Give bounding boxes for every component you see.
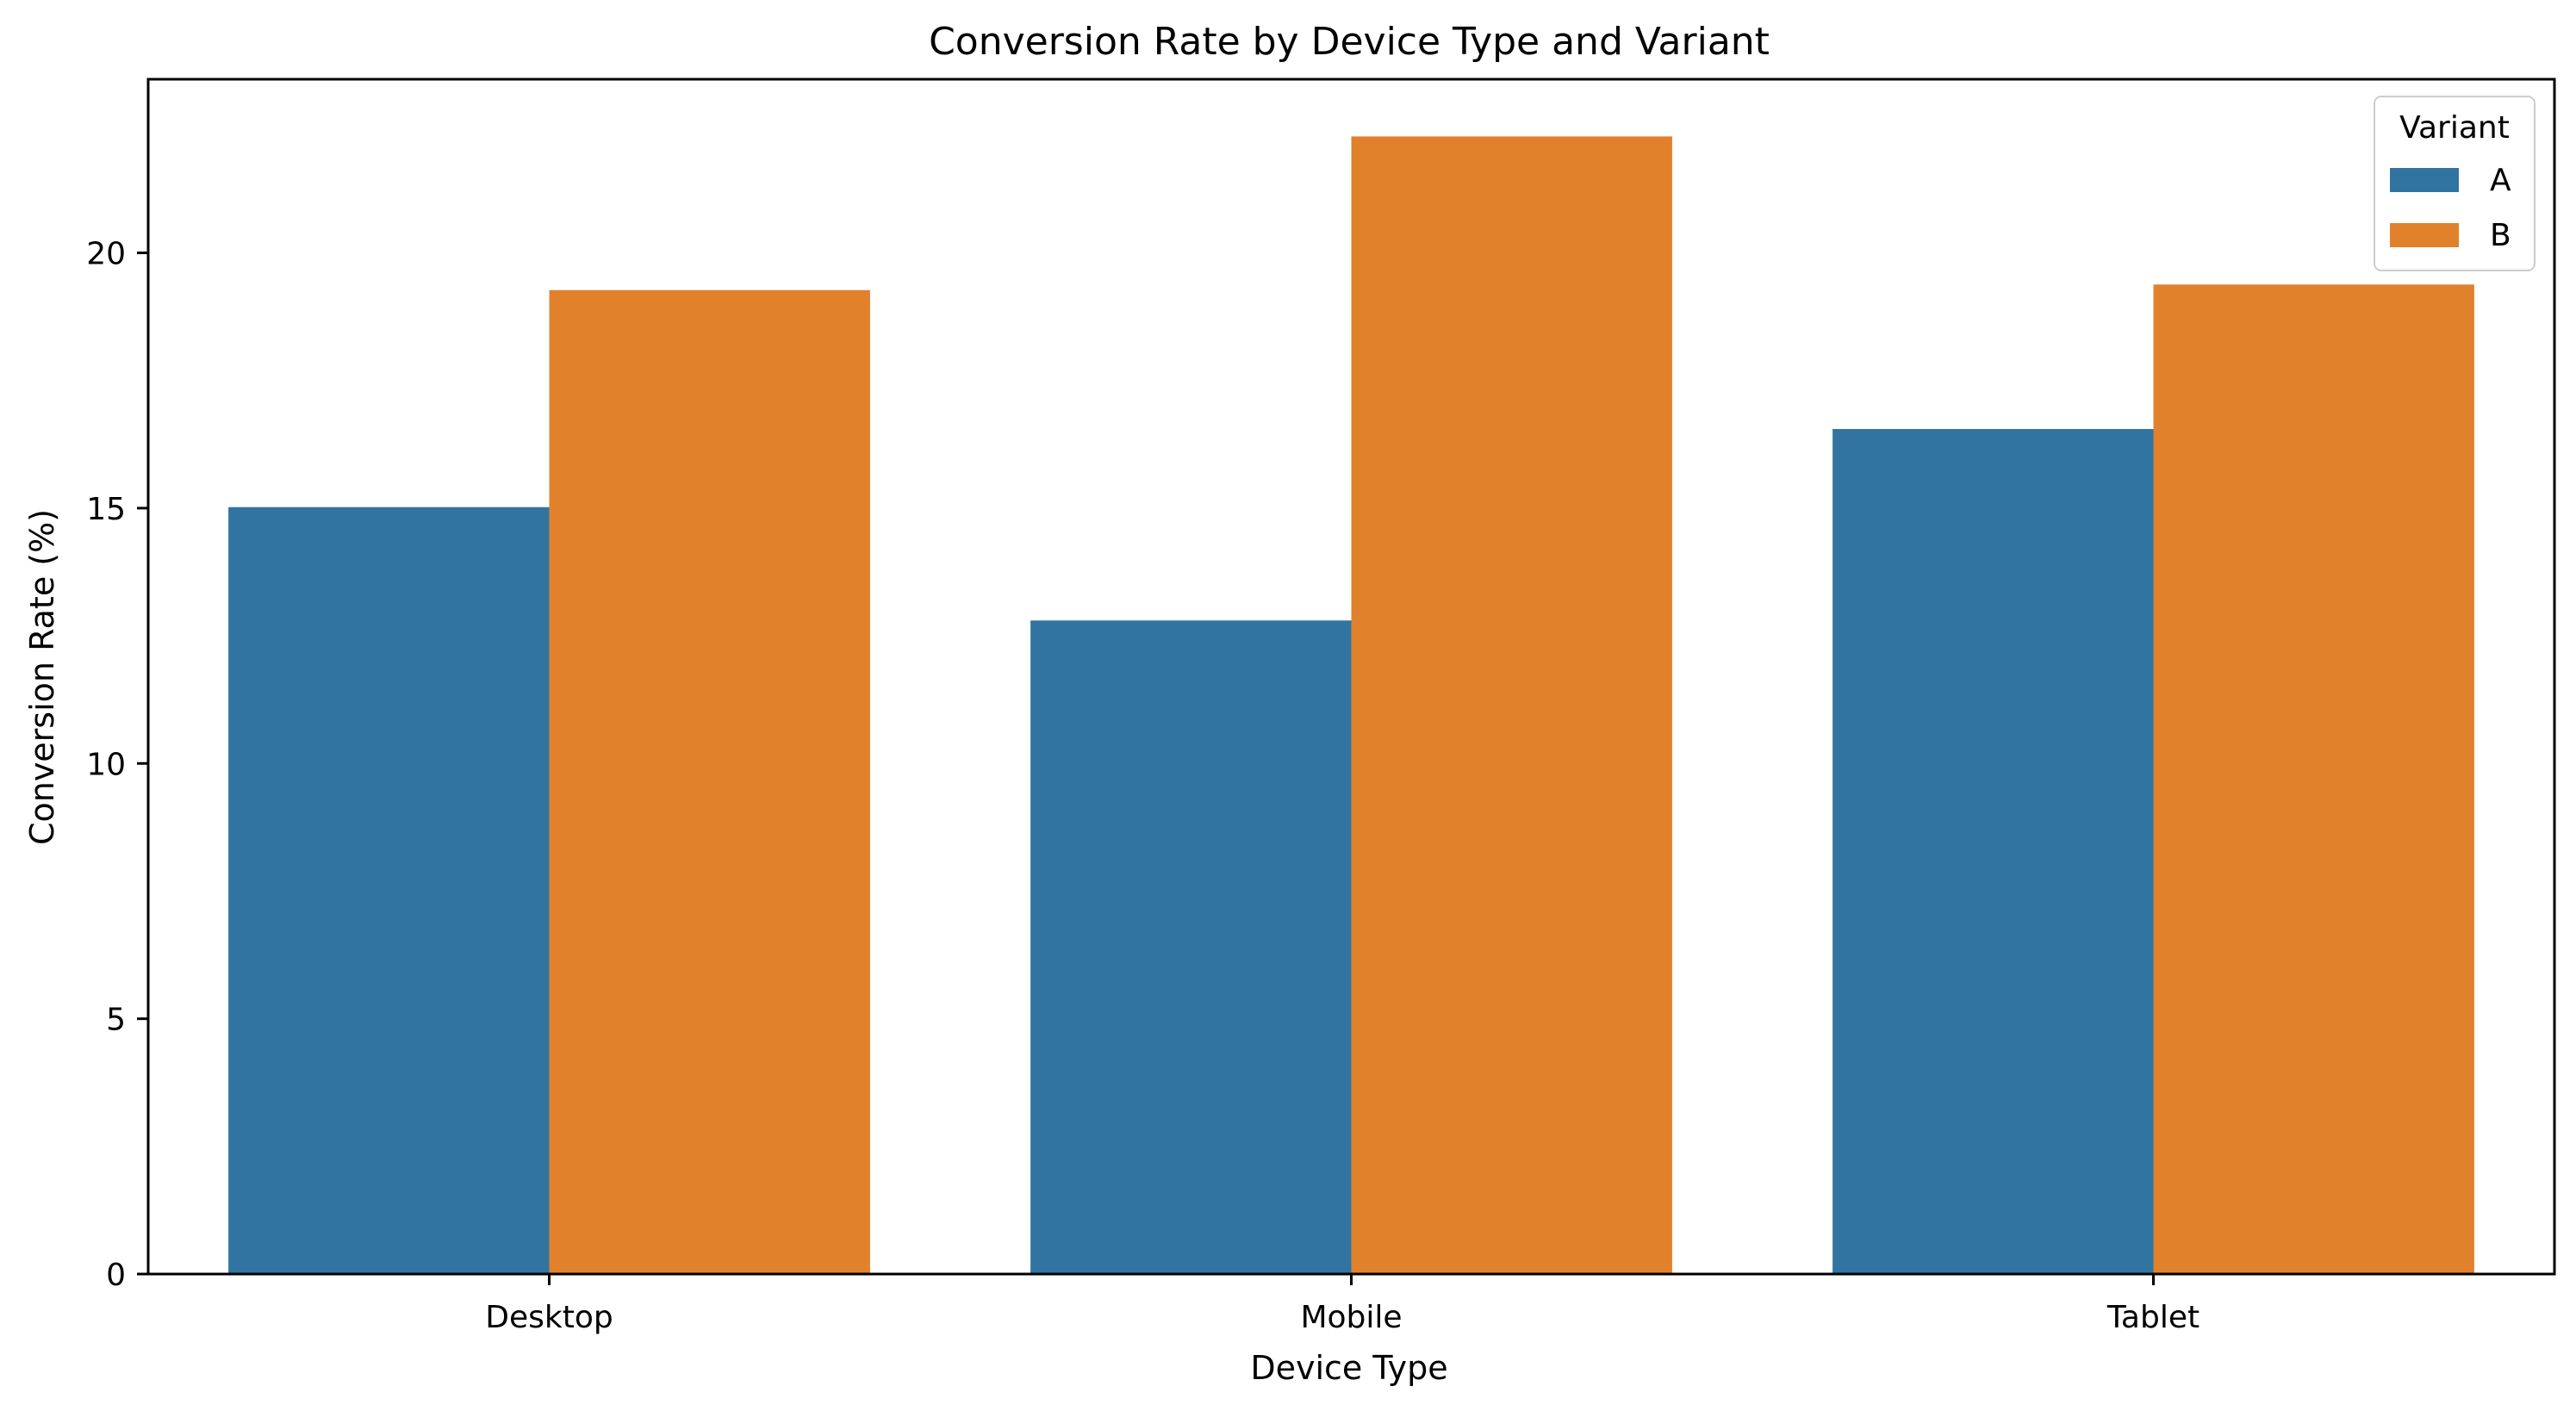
- chart-title: Conversion Rate by Device Type and Varia…: [929, 20, 1770, 64]
- x-tick-label-desktop: Desktop: [485, 1300, 613, 1335]
- legend-swatch-a: [2390, 168, 2459, 192]
- x-tick-label-tablet: Tablet: [2106, 1300, 2200, 1335]
- y-tick-label: 0: [106, 1258, 126, 1293]
- x-axis: Desktop Mobile Tablet: [485, 1274, 2200, 1335]
- y-tick-label: 10: [86, 747, 126, 782]
- y-tick-label: 15: [86, 492, 126, 527]
- legend-label-a: A: [2490, 163, 2511, 198]
- y-axis-label: Conversion Rate (%): [23, 509, 61, 845]
- bar-tablet-b: [2153, 284, 2474, 1274]
- x-axis-label: Device Type: [1250, 1349, 1447, 1387]
- bar-desktop-b: [549, 289, 870, 1274]
- y-tick-label: 5: [106, 1003, 126, 1038]
- x-tick-label-mobile: Mobile: [1300, 1300, 1402, 1335]
- bar-desktop-a: [228, 507, 550, 1274]
- bar-mobile-b: [1351, 136, 1672, 1274]
- plot-frame: [146, 78, 2556, 1276]
- legend-label-b: B: [2490, 218, 2511, 253]
- bar-tablet-a: [1832, 429, 2154, 1274]
- bar-mobile-a: [1030, 620, 1352, 1274]
- y-tick-label: 20: [86, 237, 126, 272]
- legend-swatch-b: [2390, 223, 2459, 247]
- bars-layer: [228, 136, 2474, 1274]
- legend-title: Variant: [2399, 110, 2510, 146]
- legend: Variant AB: [2374, 96, 2536, 271]
- y-axis: 0 5 10 15 20: [86, 237, 148, 1293]
